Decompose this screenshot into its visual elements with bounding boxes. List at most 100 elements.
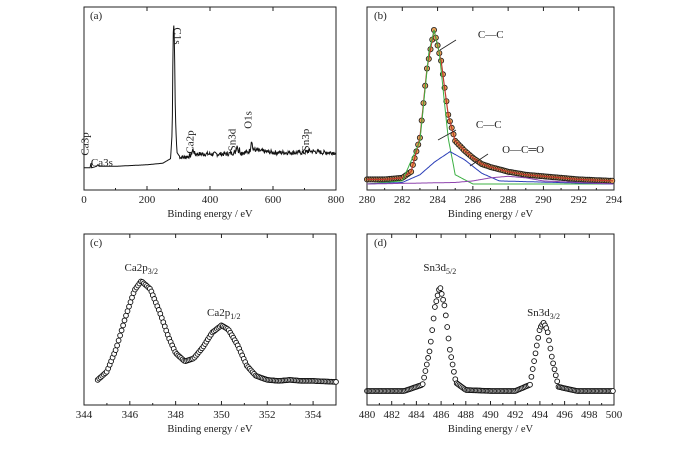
x-tick-label: 290 xyxy=(535,194,552,206)
x-tick-label: 400 xyxy=(202,194,219,206)
data-point xyxy=(451,368,457,375)
x-axis-title: Binding energy / eV xyxy=(448,209,534,220)
data-point xyxy=(426,348,433,355)
data-point xyxy=(533,342,540,349)
panel-label: (b) xyxy=(374,10,387,22)
x-tick-label: 286 xyxy=(465,194,482,206)
data-point xyxy=(121,317,128,324)
annotation-leader-line xyxy=(439,39,457,51)
data-point xyxy=(437,285,444,291)
x-axis-title: Binding energy / eV xyxy=(167,424,253,435)
x-tick-label: 0 xyxy=(81,194,87,206)
x-tick-label: 500 xyxy=(606,409,623,421)
x-tick-label: 484 xyxy=(408,409,425,421)
data-point xyxy=(447,346,453,353)
x-tick-label: 494 xyxy=(532,409,549,421)
data-point xyxy=(550,360,556,367)
component-c-c-line xyxy=(366,29,614,185)
peak-annotation: C1s xyxy=(171,27,183,44)
data-point xyxy=(422,368,429,374)
data-point xyxy=(421,374,427,381)
peak-annotation: Ca2p3/2 xyxy=(125,262,158,276)
peak-annotation: Sn3d3/2 xyxy=(527,307,560,321)
data-point xyxy=(548,353,555,360)
x-tick-label: 600 xyxy=(265,194,282,206)
plot-frame xyxy=(83,233,337,406)
data-point xyxy=(117,332,123,339)
x-tick-label: 288 xyxy=(500,194,517,206)
data-point xyxy=(438,291,445,297)
annotation-leader-line xyxy=(469,153,489,167)
data-point xyxy=(554,378,561,385)
data-point xyxy=(547,345,554,352)
x-tick-label: 496 xyxy=(556,409,573,421)
x-tick-label: 482 xyxy=(383,409,400,421)
data-point xyxy=(527,381,533,388)
data-point xyxy=(441,302,448,309)
panel-label: (d) xyxy=(374,237,387,249)
data-point xyxy=(448,354,455,360)
data-point xyxy=(440,296,446,303)
peak-annotation: Sn3p xyxy=(300,128,312,151)
data-point xyxy=(552,372,559,379)
x-tick-label: 480 xyxy=(359,409,376,421)
data-point xyxy=(449,361,456,368)
panel-d: 480 482 484 486 488 490 492 494 496 498 500 Binding… xyxy=(359,233,623,435)
data-point xyxy=(433,298,440,305)
x-tick-label: 282 xyxy=(394,194,411,206)
annotation-subscript: 1/2 xyxy=(230,312,240,321)
data-point xyxy=(528,373,535,380)
annotation-leader-line xyxy=(437,129,457,141)
data-point xyxy=(419,381,426,387)
data-point xyxy=(546,337,552,344)
data-point xyxy=(120,322,126,329)
x-tick-label: 280 xyxy=(359,194,376,206)
plot-frame xyxy=(366,233,615,406)
x-tick-label: 354 xyxy=(305,409,322,421)
peak-annotation: Ca2p xyxy=(184,130,196,154)
panel-b: 280 282 284 286 288 290 292 294 Binding energy /… xyxy=(359,6,623,220)
data-point xyxy=(429,327,436,333)
data-point xyxy=(444,324,451,330)
data-point xyxy=(535,334,542,341)
survey-spectrum-line xyxy=(84,25,337,169)
peak-annotation: Sn3d xyxy=(226,128,238,151)
annotation-subscript: 3/2 xyxy=(550,312,560,321)
data-point xyxy=(529,366,536,372)
data-point xyxy=(427,338,434,345)
data-point xyxy=(442,312,449,319)
panel-label: (a) xyxy=(90,10,103,22)
x-tick-label: 346 xyxy=(122,409,139,421)
data-point xyxy=(445,335,452,342)
peak-annotation: C—C xyxy=(476,119,502,131)
x-tick-label: 488 xyxy=(458,409,475,421)
component-o-c-o-line xyxy=(367,175,614,185)
x-tick-label: 348 xyxy=(167,409,184,421)
data-point xyxy=(532,350,539,357)
x-tick-label: 486 xyxy=(433,409,450,421)
x-tick-label: 344 xyxy=(76,409,93,421)
plot-frame xyxy=(83,6,337,191)
annotation-subscript: 3/2 xyxy=(148,267,158,276)
panel-c: 344 346 348 350 352 354 Binding energy / eV (c)… xyxy=(76,233,339,435)
data-point xyxy=(333,379,339,385)
peak-annotation: Ca2p1/2 xyxy=(207,307,240,321)
data-point xyxy=(114,342,120,349)
x-tick-label: 200 xyxy=(139,194,156,206)
peak-annotation: C—C xyxy=(478,29,504,41)
x-axis-title: Binding energy / eV xyxy=(167,209,253,220)
data-point xyxy=(112,347,119,353)
data-point xyxy=(551,366,558,373)
x-tick-label: 492 xyxy=(507,409,524,421)
data-point xyxy=(115,337,122,344)
data-point xyxy=(432,304,438,310)
data-point xyxy=(430,315,437,322)
component-c-c-2-line xyxy=(367,151,614,185)
data-point xyxy=(118,327,125,334)
x-tick-label: 284 xyxy=(429,194,446,206)
peak-annotation: Ca3s xyxy=(91,157,113,169)
x-tick-label: 490 xyxy=(482,409,499,421)
data-point xyxy=(544,329,551,336)
